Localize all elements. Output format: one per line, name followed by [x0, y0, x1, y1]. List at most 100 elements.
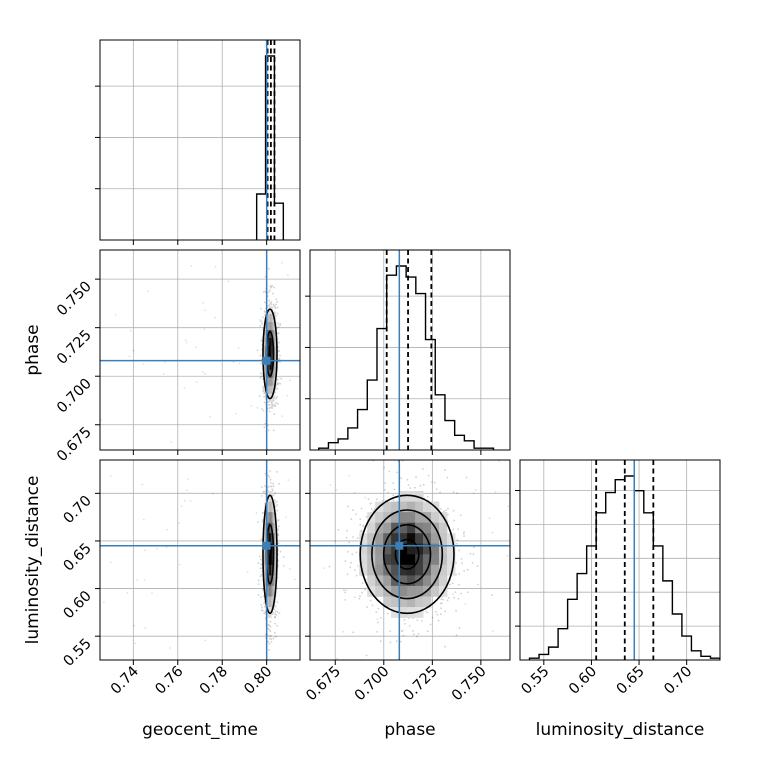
density-bin: [273, 337, 276, 347]
sample-point: [441, 602, 443, 604]
density-bin: [270, 361, 272, 371]
density-bin: [399, 501, 408, 513]
sample-point: [361, 591, 363, 594]
density-bin: [272, 377, 274, 387]
density-bin: [271, 585, 273, 597]
sample-point: [439, 602, 442, 605]
outlier-point: [256, 406, 259, 409]
sample-point: [260, 320, 263, 323]
density-bin: [270, 575, 272, 587]
density-bin: [375, 585, 384, 597]
outlier-point: [506, 554, 509, 557]
sample-point: [463, 570, 465, 572]
sample-point: [276, 388, 279, 390]
sample-point: [260, 339, 263, 341]
density-bin: [271, 564, 273, 576]
sample-point: [392, 499, 395, 502]
sample-point: [359, 595, 361, 597]
sample-point: [346, 662, 348, 664]
density-bin: [271, 554, 273, 566]
density-bin: [423, 596, 432, 608]
outlier-point: [376, 618, 379, 620]
density-bin: [272, 385, 274, 395]
density-bin: [267, 596, 270, 608]
sample-point: [272, 494, 275, 497]
sample-point: [273, 499, 276, 502]
density-bin: [271, 353, 273, 363]
sample-point: [278, 357, 281, 360]
sample-point: [355, 513, 357, 515]
outlier-point: [232, 361, 235, 364]
outlier-point: [133, 624, 135, 627]
density-bin: [375, 533, 384, 545]
sample-point: [273, 395, 276, 398]
density-bin: [264, 522, 266, 534]
sample-point: [268, 410, 271, 413]
density-bin: [423, 501, 432, 513]
truth-marker: [262, 356, 271, 365]
x-tick-label: 0.750: [449, 664, 490, 705]
outlier-point: [195, 346, 198, 349]
sample-point: [267, 295, 269, 297]
outlier-point: [491, 531, 494, 534]
density-bin: [391, 585, 400, 597]
outlier-point: [114, 314, 117, 316]
sample-point: [262, 290, 265, 293]
sample-point: [269, 485, 272, 488]
density-bin: [268, 361, 271, 371]
sample-point: [458, 572, 460, 575]
sample-point: [268, 289, 271, 292]
sample-point: [279, 550, 282, 553]
sample-point: [375, 611, 378, 613]
outlier-point: [204, 309, 206, 312]
sample-point: [443, 469, 446, 472]
density-bin: [267, 501, 270, 513]
density-bin: [274, 533, 277, 545]
sample-point: [444, 645, 446, 648]
density-bin: [367, 512, 376, 523]
sample-point: [360, 529, 363, 532]
sample-point: [270, 638, 273, 640]
sample-point: [260, 372, 263, 375]
sample-point: [274, 492, 276, 494]
density-bin: [273, 330, 276, 339]
sample-point: [259, 325, 262, 327]
density-bin: [264, 575, 266, 587]
density-bin: [399, 585, 408, 597]
sample-point: [273, 311, 276, 314]
density-bin: [407, 501, 416, 513]
density-bin: [375, 512, 384, 523]
outlier-point: [183, 499, 186, 502]
sample-point: [426, 495, 429, 498]
sample-point: [276, 402, 279, 405]
sample-point: [269, 634, 272, 637]
outlier-point: [336, 657, 338, 660]
sample-point: [273, 413, 276, 415]
outlier-point: [285, 516, 287, 518]
sample-point: [393, 488, 396, 491]
contour-line: [394, 538, 420, 570]
density-bin: [270, 585, 272, 597]
density-bin: [375, 543, 384, 555]
density-bin: [439, 554, 448, 566]
outlier-point: [147, 290, 149, 293]
sample-point: [270, 485, 273, 488]
sample-point: [277, 519, 280, 522]
outlier-point: [178, 563, 181, 566]
sample-point: [262, 588, 264, 590]
panels-layer: 0.55 0.60 0.65 0.700.6750.7000.7250.7500.74…: [54, 39, 721, 705]
sample-point: [389, 641, 392, 644]
outlier-point: [195, 381, 198, 383]
sample-point: [259, 567, 262, 570]
sample-point: [282, 556, 285, 558]
outlier-point: [323, 567, 326, 569]
sample-point: [417, 633, 420, 635]
density-bin: [270, 353, 272, 363]
sample-point: [261, 486, 263, 488]
sample-point: [364, 588, 366, 591]
sample-point: [261, 511, 264, 514]
outlier-point: [183, 386, 186, 389]
outlier-point: [162, 373, 165, 375]
density-bin: [399, 512, 408, 523]
sample-point: [388, 470, 391, 473]
